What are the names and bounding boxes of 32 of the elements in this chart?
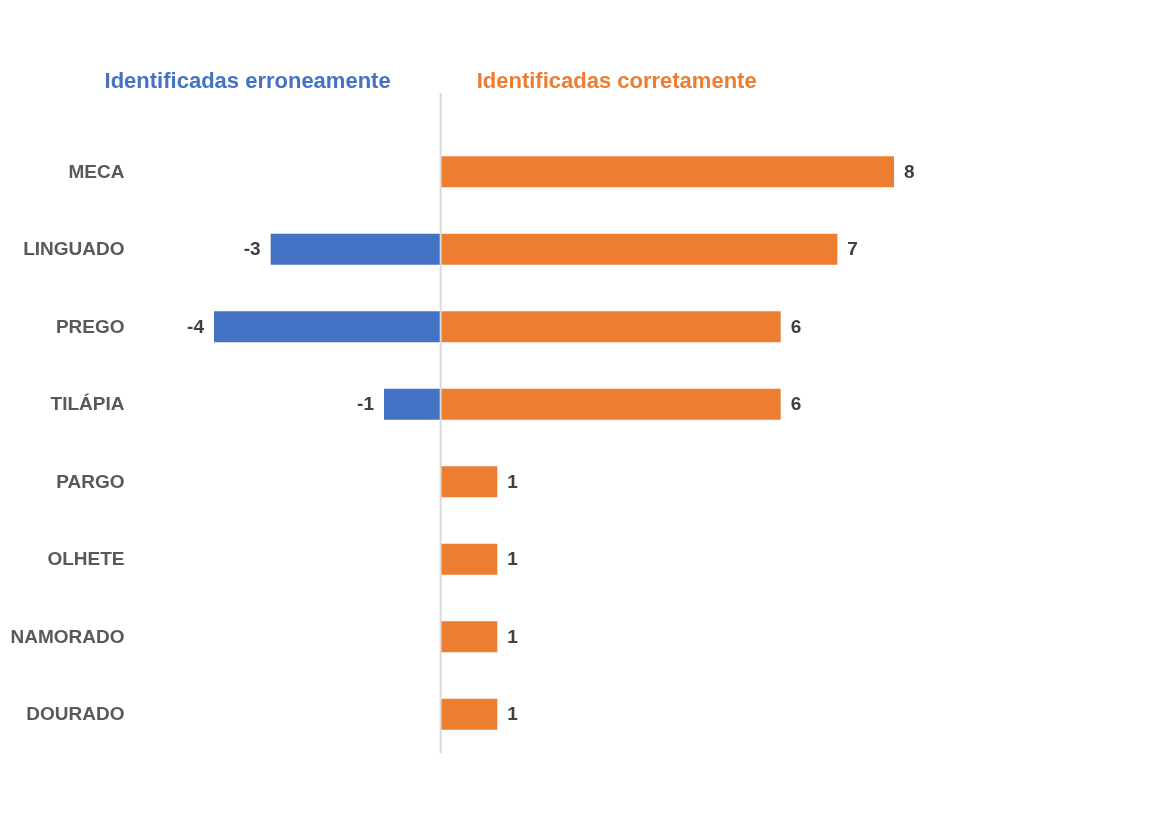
- y-tick-label: MECA: [68, 160, 125, 182]
- data-label: 6: [790, 315, 802, 337]
- y-tick-label: PREGO: [55, 315, 125, 337]
- bar: [270, 233, 441, 265]
- bar: [440, 466, 498, 498]
- bar: [440, 388, 781, 420]
- bar: [440, 233, 838, 265]
- bar: [440, 543, 498, 575]
- y-tick-label: NAMORADO: [10, 625, 125, 647]
- y-tick-label: TILÁPIA: [50, 393, 125, 415]
- y-tick-label: DOURADO: [26, 703, 125, 725]
- text: Identificadas erroneamente: [104, 68, 391, 93]
- data-label: 6: [790, 393, 802, 415]
- bar: [440, 156, 894, 188]
- y-tick-label: PARGO: [56, 470, 125, 492]
- bar: [440, 621, 498, 653]
- y-tick-label: OLHETE: [47, 548, 125, 570]
- data-label: 8: [904, 160, 915, 182]
- data-label: 1: [507, 548, 519, 570]
- bar: [384, 388, 441, 420]
- text: Identificadas corretamente: [476, 68, 757, 93]
- bar: [440, 698, 498, 730]
- data-label: 1: [507, 703, 519, 725]
- data-label: -3: [243, 238, 261, 260]
- data-label: -1: [357, 393, 375, 415]
- data-label: 7: [847, 238, 858, 260]
- y-tick-label: LINGUADO: [23, 238, 125, 260]
- data-label: -4: [187, 315, 205, 337]
- bar: [440, 311, 781, 343]
- data-label: 1: [507, 470, 519, 492]
- data-label: 1: [507, 625, 519, 647]
- bar: [214, 311, 441, 343]
